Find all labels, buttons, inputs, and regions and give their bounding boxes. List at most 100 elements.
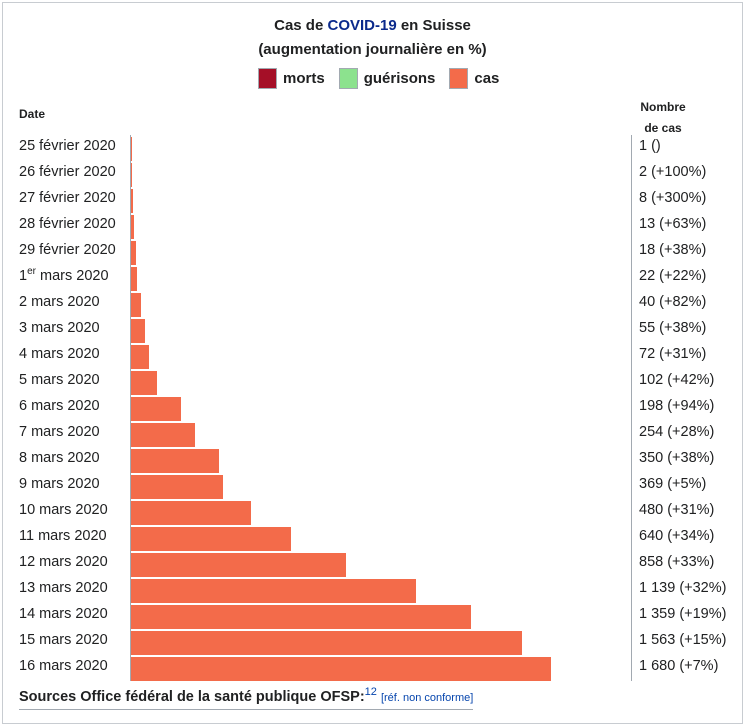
legend-item-guerisons: guérisons [338, 68, 436, 89]
legend-label-cas: cas [474, 70, 500, 87]
row-count-label: 72 (+31%) [639, 346, 707, 362]
case-bar [131, 293, 141, 317]
row-count-label: 22 (+22%) [639, 268, 707, 284]
count-header-line2: de cas [644, 121, 682, 135]
sources-ref-link[interactable]: 12 [364, 686, 377, 699]
case-bar [131, 527, 291, 551]
case-bar [131, 553, 346, 577]
case-bar [131, 579, 416, 603]
chart-row: 1er mars 2020 22 (+22%) [3, 265, 744, 291]
row-count-label: 1 563 (+15%) [639, 632, 727, 648]
bar-axis-right [631, 135, 632, 681]
legend-label-guerisons: guérisons [363, 70, 436, 87]
chart-row: 11 mars 2020 640 (+34%) [3, 525, 744, 551]
row-count-label: 1 680 (+7%) [639, 658, 719, 674]
row-count-label: 1 359 (+19%) [639, 606, 727, 622]
row-date-label: 11 mars 2020 [19, 528, 107, 544]
row-count-label: 254 (+28%) [639, 424, 715, 440]
chart-row: 5 mars 2020 102 (+42%) [3, 369, 744, 395]
chart-row: 6 mars 2020 198 (+94%) [3, 395, 744, 421]
row-count-label: 102 (+42%) [639, 372, 715, 388]
chart-row: 29 février 2020 18 (+38%) [3, 239, 744, 265]
chart-row: 26 février 2020 2 (+100%) [3, 161, 744, 187]
legend: morts guérisons cas [258, 68, 513, 89]
row-count-label: 13 (+63%) [639, 216, 707, 232]
chart-row: 2 mars 2020 40 (+82%) [3, 291, 744, 317]
row-count-label: 1 139 (+32%) [639, 580, 727, 596]
legend-label-morts: morts [283, 70, 325, 87]
case-bar [131, 189, 133, 213]
case-bar [131, 657, 551, 681]
row-date-label: 8 mars 2020 [19, 450, 100, 466]
chart-row: 15 mars 2020 1 563 (+15%) [3, 629, 744, 655]
row-count-label: 40 (+82%) [639, 294, 707, 310]
legend-swatch-cas [449, 68, 469, 89]
row-count-label: 18 (+38%) [639, 242, 707, 258]
case-bar [131, 215, 135, 239]
sources-ref-note[interactable]: [réf. non conforme] [380, 692, 474, 704]
chart-row: 14 mars 2020 1 359 (+19%) [3, 603, 744, 629]
bar-axis-left [130, 135, 131, 681]
row-date-label: 5 mars 2020 [19, 372, 100, 388]
row-count-label: 8 (+300%) [639, 190, 707, 206]
case-bar [131, 267, 137, 291]
count-column-header: Nombre de cas [623, 97, 703, 139]
chart-row: 13 mars 2020 1 139 (+32%) [3, 577, 744, 603]
row-date-label: 15 mars 2020 [19, 632, 108, 648]
row-count-label: 480 (+31%) [639, 502, 715, 518]
case-bar [131, 423, 195, 447]
row-date-label: 7 mars 2020 [19, 424, 100, 440]
date-column-header: Date [19, 107, 46, 121]
title-prefix: Cas de [274, 17, 328, 34]
case-bar [131, 241, 136, 265]
chart-row: 7 mars 2020 254 (+28%) [3, 421, 744, 447]
legend-swatch-morts [258, 68, 277, 89]
chart-row: 8 mars 2020 350 (+38%) [3, 447, 744, 473]
count-header-line1: Nombre [640, 100, 686, 114]
case-bar [131, 605, 471, 629]
chart-title: Cas de COVID-19 en Suisse [3, 17, 742, 34]
row-date-label: 29 février 2020 [19, 242, 116, 258]
row-date-label: 27 février 2020 [19, 190, 116, 206]
row-date-label: 28 février 2020 [19, 216, 116, 232]
row-count-label: 350 (+38%) [639, 450, 715, 466]
chart-row: 10 mars 2020 480 (+31%) [3, 499, 744, 525]
chart-row: 25 février 2020 1 () [3, 135, 744, 161]
row-count-label: 198 (+94%) [639, 398, 715, 414]
row-date-label: 6 mars 2020 [19, 398, 100, 414]
row-count-label: 2 (+100%) [639, 164, 707, 180]
case-bar [131, 163, 132, 187]
chart-row: 16 mars 2020 1 680 (+7%) [3, 655, 744, 681]
row-date-label: 13 mars 2020 [19, 580, 108, 596]
chart-row: 12 mars 2020 858 (+33%) [3, 551, 744, 577]
row-date-label: 9 mars 2020 [19, 476, 100, 492]
row-date-label: 1er mars 2020 [19, 266, 109, 284]
case-bar [131, 449, 219, 473]
chart-row: 9 mars 2020 369 (+5%) [3, 473, 744, 499]
title-suffix: en Suisse [396, 17, 471, 34]
row-date-label: 3 mars 2020 [19, 320, 100, 336]
sources-note: Sources Office fédéral de la santé publi… [19, 686, 474, 710]
legend-item-cas: cas [449, 68, 499, 89]
row-date-label: 26 février 2020 [19, 164, 116, 180]
row-date-label: 12 mars 2020 [19, 554, 108, 570]
row-date-label: 4 mars 2020 [19, 346, 100, 362]
case-bar [131, 475, 224, 499]
row-count-label: 858 (+33%) [639, 554, 715, 570]
row-date-label: 14 mars 2020 [19, 606, 108, 622]
case-bar [131, 501, 251, 525]
case-bar [131, 631, 522, 655]
chart-row: 3 mars 2020 55 (+38%) [3, 317, 744, 343]
chart-row: 28 février 2020 13 (+63%) [3, 213, 744, 239]
sources-text: Sources Office fédéral de la santé publi… [19, 689, 365, 705]
row-date-label: 25 février 2020 [19, 138, 116, 154]
case-bar [131, 397, 181, 421]
case-bar [131, 345, 149, 369]
row-count-label: 640 (+34%) [639, 528, 715, 544]
covid-link[interactable]: COVID-19 [327, 17, 397, 34]
case-bar [131, 319, 145, 343]
chart-subtitle: (augmentation journalière en %) [258, 41, 487, 58]
row-count-label: 1 () [639, 138, 661, 154]
chart-row: 27 février 2020 8 (+300%) [3, 187, 744, 213]
